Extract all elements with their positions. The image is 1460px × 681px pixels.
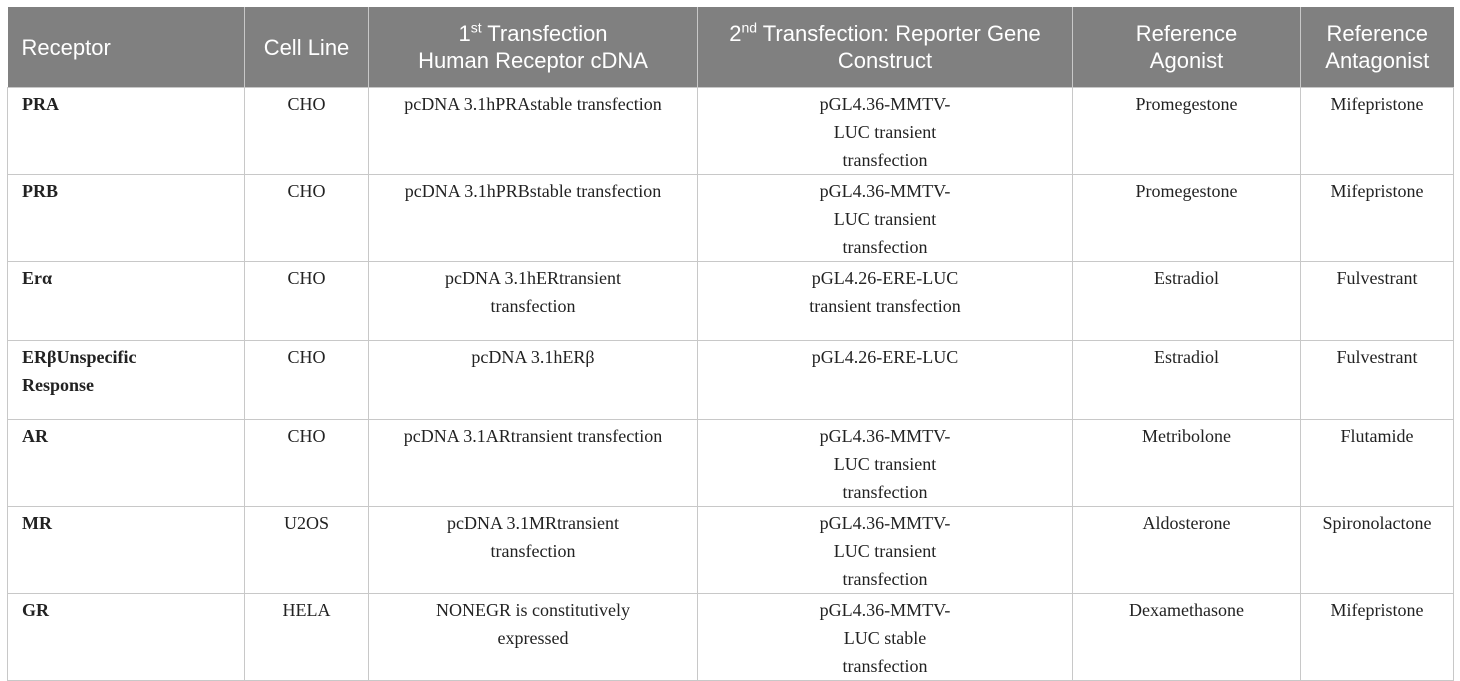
cell-cell-line: U2OS (244, 506, 369, 594)
header-first-transfection: 1st Transfection Human Receptor cDNA (368, 7, 698, 88)
cell-receptor: PRB (7, 174, 245, 262)
cell-antagonist: Mifepristone (1300, 87, 1454, 175)
table-row: AR CHO pcDNA 3.1ARtransient transfection… (7, 419, 1454, 507)
cell-agonist: Metribolone (1072, 419, 1301, 507)
header-cell-line-label: Cell Line (263, 34, 350, 60)
cell-cell-line: CHO (244, 87, 369, 175)
header-agonist-line1: Reference (1135, 21, 1238, 46)
header-second-transfection: 2nd Transfection: Reporter Gene Construct (697, 7, 1073, 88)
cell-receptor: Erα (7, 261, 245, 341)
cell-first-transfection: pcDNA 3.1hERβ (368, 340, 698, 420)
table-row: GR HELA NONEGR is constitutively express… (7, 593, 1454, 681)
header-antagonist-line1: Reference (1326, 21, 1428, 46)
header-receptor-label: Receptor (21, 34, 111, 60)
header-first-rest: Transfection (481, 21, 608, 46)
table-row: PRB CHO pcDNA 3.1hPRBstable transfection… (7, 174, 1454, 262)
header-first-sup: st (470, 19, 482, 36)
receptor-assay-table: Receptor Cell Line 1st Transfection Human… (7, 7, 1454, 681)
table-row: MR U2OS pcDNA 3.1MRtransient transfectio… (7, 506, 1454, 594)
cell-agonist: Aldosterone (1072, 506, 1301, 594)
cell-first-transfection: pcDNA 3.1MRtransient transfection (368, 506, 698, 594)
header-receptor: Receptor (7, 7, 245, 88)
cell-first-transfection: NONEGR is constitutively expressed (368, 593, 698, 681)
cell-first-transfection: pcDNA 3.1hPRBstable transfection (368, 174, 698, 262)
cell-second-transfection: pGL4.26-ERE-LUC transient transfection (697, 261, 1073, 341)
cell-receptor: PRA (7, 87, 245, 175)
table-row: PRA CHO pcDNA 3.1hPRAstable transfection… (7, 87, 1454, 175)
cell-first-transfection: pcDNA 3.1ARtransient transfection (368, 419, 698, 507)
cell-cell-line: CHO (244, 419, 369, 507)
cell-agonist: Promegestone (1072, 87, 1301, 175)
cell-antagonist: Mifepristone (1300, 174, 1454, 262)
cell-agonist: Estradiol (1072, 340, 1301, 420)
header-reference-agonist: Reference Agonist (1072, 7, 1301, 88)
cell-receptor: AR (7, 419, 245, 507)
cell-receptor: ERβUnspecific Response (7, 340, 245, 420)
header-antagonist-line2: Antagonist (1325, 48, 1430, 73)
cell-second-transfection: pGL4.36-MMTV-LUC transient transfection (697, 174, 1073, 262)
cell-second-transfection: pGL4.36-MMTV-LUC transient transfection (697, 87, 1073, 175)
cell-agonist: Estradiol (1072, 261, 1301, 341)
cell-cell-line: CHO (244, 340, 369, 420)
cell-first-transfection: pcDNA 3.1hERtransient transfection (368, 261, 698, 341)
cell-cell-line: CHO (244, 261, 369, 341)
cell-agonist: Promegestone (1072, 174, 1301, 262)
cell-antagonist: Spironolactone (1300, 506, 1454, 594)
header-second-sup: nd (741, 19, 758, 36)
table-row: ERβUnspecific Response CHO pcDNA 3.1hERβ… (7, 340, 1454, 420)
cell-second-transfection: pGL4.26-ERE-LUC (697, 340, 1073, 420)
cell-second-transfection: pGL4.36-MMTV-LUC stable transfection (697, 593, 1073, 681)
cell-receptor: MR (7, 506, 245, 594)
cell-second-transfection: pGL4.36-MMTV-LUC transient transfection (697, 506, 1073, 594)
header-first-line2: Human Receptor cDNA (418, 48, 648, 73)
header-agonist-line2: Agonist (1149, 48, 1224, 73)
cell-antagonist: Fulvestrant (1300, 340, 1454, 420)
cell-cell-line: HELA (244, 593, 369, 681)
cell-agonist: Dexamethasone (1072, 593, 1301, 681)
cell-antagonist: Flutamide (1300, 419, 1454, 507)
header-cell-line: Cell Line (244, 7, 369, 88)
cell-first-transfection: pcDNA 3.1hPRAstable transfection (368, 87, 698, 175)
header-reference-antagonist: Reference Antagonist (1300, 7, 1454, 88)
cell-antagonist: Mifepristone (1300, 593, 1454, 681)
header-second-line2: Construct (837, 48, 933, 73)
cell-antagonist: Fulvestrant (1300, 261, 1454, 341)
cell-receptor: GR (7, 593, 245, 681)
table-row: Erα CHO pcDNA 3.1hERtransient transfecti… (7, 261, 1454, 341)
cell-cell-line: CHO (244, 174, 369, 262)
cell-second-transfection: pGL4.36-MMTV-LUC transient transfection (697, 419, 1073, 507)
header-row: Receptor Cell Line 1st Transfection Human… (7, 7, 1454, 88)
header-second-rest: Transfection: Reporter Gene (757, 21, 1041, 46)
